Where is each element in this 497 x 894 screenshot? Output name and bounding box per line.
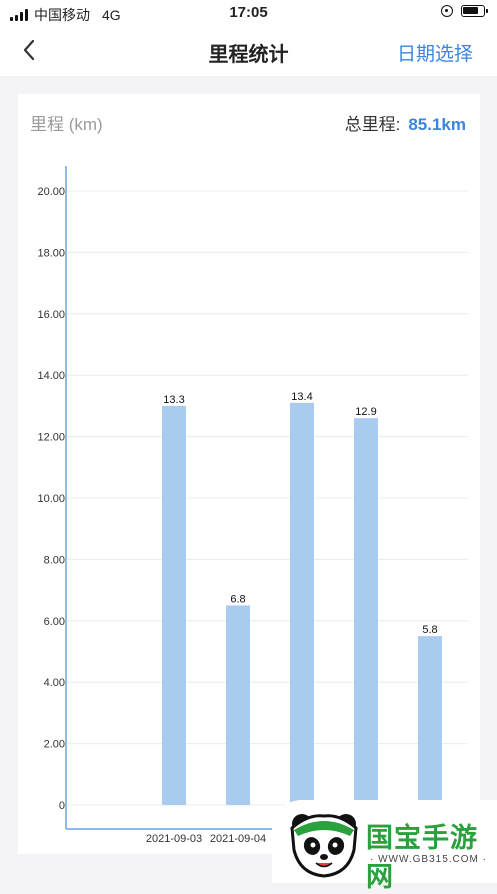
mileage-card: 里程 (km) 总里程: 85.1km 0 2.00 4.00 6.00 8.00 10.0…: [18, 94, 480, 854]
panda-logo-icon: [290, 814, 358, 878]
y-tick-label: 16.00: [37, 309, 65, 321]
status-bar: 中国移动 4G 17:05: [0, 0, 497, 26]
bar-data-label: 13.3: [163, 394, 184, 406]
y-tick-label: 20.00: [37, 186, 65, 198]
bar-data-label: 6.8: [230, 593, 245, 605]
status-time: 17:05: [229, 4, 268, 21]
orientation-lock-icon: [441, 5, 453, 17]
total-mileage: 总里程: 85.1km: [345, 110, 466, 135]
back-chevron-icon[interactable]: [18, 38, 42, 62]
bar: [354, 418, 378, 805]
date-picker-button[interactable]: 日期选择: [396, 44, 473, 65]
nav-bar: 里程统计 日期选择: [0, 26, 497, 76]
x-tick-label: 2021-09-04: [210, 833, 266, 845]
y-tick-label: 4.00: [44, 677, 65, 689]
mileage-bar-chart: 0 2.00 4.00 6.00 8.00 10.00 12.00 14.00 16.00 18.…: [37, 166, 468, 845]
network-type: 4G: [102, 7, 121, 23]
bar-data-label: 5.8: [422, 624, 437, 636]
y-tick-label: 2.00: [44, 739, 65, 751]
bar: [290, 402, 314, 805]
bar-data-label: 13.4: [291, 391, 312, 403]
y-axis-unit-label: 里程 (km): [30, 115, 103, 134]
battery-icon: [461, 5, 488, 17]
bar-data-label: 12.9: [355, 406, 376, 418]
bar: [226, 605, 250, 805]
y-tick-label: 12.00: [37, 432, 65, 444]
y-tick-label: 8.00: [44, 554, 65, 566]
bar: [162, 405, 186, 805]
status-left: 中国移动 4G: [10, 5, 121, 25]
page-title: 里程统计: [208, 44, 289, 66]
y-tick-label: 14.00: [37, 370, 65, 382]
carrier-name: 中国移动: [34, 7, 90, 23]
y-tick-label: 0: [59, 800, 65, 812]
watermark-text: 国宝手游网: [366, 823, 478, 892]
y-tick-label: 18.00: [37, 247, 65, 259]
watermark-url: · WWW.GB315.COM ·: [370, 854, 487, 865]
status-right: [441, 5, 488, 17]
bar: [418, 636, 442, 805]
watermark: 国宝手游网 · WWW.GB315.COM ·: [272, 800, 497, 892]
signal-icon: [10, 9, 28, 21]
y-tick-label: 10.00: [37, 493, 65, 505]
y-tick-label: 6.00: [44, 616, 65, 628]
total-mileage-label: 总里程:: [344, 115, 401, 134]
x-tick-label: 2021-09-03: [146, 833, 202, 845]
total-mileage-value: 85.1km: [408, 115, 466, 134]
